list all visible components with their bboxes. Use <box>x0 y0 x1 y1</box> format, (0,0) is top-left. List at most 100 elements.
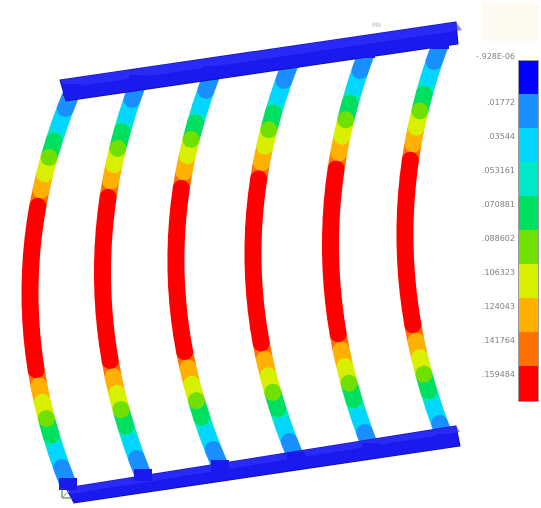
rib-joint <box>420 382 438 400</box>
rib-4[interactable] <box>244 61 304 462</box>
rib-joint <box>337 111 355 129</box>
rib-joint <box>21 263 39 281</box>
bottom-beam-face <box>66 426 460 494</box>
rib-top-cap-2 <box>129 75 147 87</box>
legend-value-7: .124043 <box>481 302 515 311</box>
rib-joint <box>176 343 194 361</box>
rib-joint <box>336 358 354 376</box>
rib-joint <box>40 148 58 166</box>
rib-joint <box>104 368 122 386</box>
legend-value-3: .053161 <box>481 166 515 175</box>
rib-joint <box>269 88 287 106</box>
rib-bottom-cap-2 <box>134 469 152 481</box>
rib-joint <box>117 417 135 435</box>
rib-5[interactable] <box>322 51 379 453</box>
rib-joint <box>32 181 50 199</box>
rib-top-cap-6 <box>431 37 449 49</box>
rib-joint <box>94 286 112 304</box>
rib-joint <box>404 316 422 334</box>
rib-joint <box>411 102 429 120</box>
rib-joint <box>21 279 39 297</box>
legend-value-4: .070881 <box>481 200 515 209</box>
legend-swatch-0 <box>518 60 538 94</box>
rib-joint <box>37 410 55 428</box>
rib-joint <box>99 188 117 206</box>
rib-3[interactable] <box>167 71 228 470</box>
legend-swatch-3 <box>518 162 538 196</box>
rib-top-cap-3 <box>203 66 221 78</box>
rib-joint <box>23 328 41 346</box>
rib-joint <box>323 275 341 293</box>
rib-joint <box>399 168 417 186</box>
rib-joint <box>247 186 265 204</box>
rib-bottom-cap-4 <box>287 452 305 464</box>
rib-joint <box>407 332 425 350</box>
rib-joint <box>396 217 414 235</box>
rib-joint <box>274 416 292 434</box>
legend-value-9: .159484 <box>481 370 515 379</box>
rib-joint <box>30 377 48 395</box>
rib-joint <box>175 163 193 181</box>
rib-joint <box>340 374 358 392</box>
rib-joint <box>245 219 263 237</box>
rib-joint <box>109 139 127 157</box>
rib-joint <box>101 352 119 370</box>
rib-joint <box>21 295 39 313</box>
rib-2[interactable] <box>94 80 151 479</box>
rib-joint <box>415 365 433 383</box>
legend-header-patch <box>482 3 539 41</box>
rib-joint <box>322 243 339 260</box>
rib-joint <box>178 147 196 165</box>
rib-joint <box>333 127 351 145</box>
rib-joint <box>173 326 191 344</box>
rib-joint <box>327 308 345 326</box>
contour-legend: -.928E-06 .01772 .03544 .053161 .070881 .0886… <box>460 52 541 402</box>
legend-swatch-7 <box>518 298 538 332</box>
rib-joint <box>198 424 216 442</box>
rib-joint <box>22 246 40 264</box>
rib-joint <box>95 221 113 239</box>
rib-joint <box>94 237 112 255</box>
rib-joint <box>346 78 364 96</box>
rib-joint <box>36 165 54 183</box>
view-label: MX <box>372 22 382 29</box>
rib-joint <box>179 359 197 377</box>
rib-6[interactable] <box>396 42 454 444</box>
rib-joint <box>401 299 419 317</box>
rib-joint <box>425 52 443 70</box>
rib-joint <box>275 71 293 89</box>
rib-joint <box>168 277 186 295</box>
legend-value-1: .01772 <box>487 98 515 107</box>
rib-joint <box>269 400 287 418</box>
rib-joint <box>411 349 429 367</box>
legend-swatch-1 <box>518 94 538 128</box>
rib-joint <box>350 407 368 425</box>
legend-value-2: .03544 <box>487 132 515 141</box>
rib-joint <box>27 361 45 379</box>
rib-joint <box>169 294 187 312</box>
rib-joint <box>322 210 340 228</box>
rib-joint <box>246 203 264 221</box>
rib-joint <box>108 384 126 402</box>
rib-joint <box>33 393 51 411</box>
rib-joint <box>47 442 65 460</box>
rib-top-cap-4 <box>281 56 299 68</box>
top-beam-face <box>60 22 462 88</box>
rib-joint <box>94 270 111 288</box>
rib-joint <box>256 351 273 368</box>
rib-bottom-cap-6 <box>437 434 455 446</box>
rib-joint <box>95 303 113 321</box>
rib-joint <box>167 261 185 279</box>
rib-joint <box>425 398 443 416</box>
rib-1[interactable] <box>21 88 80 488</box>
rib-joint <box>102 172 120 190</box>
rib-joint <box>191 98 209 116</box>
legend-value-0: -.928E-06 <box>476 52 515 61</box>
rib-joint <box>249 318 267 336</box>
rib-joint <box>264 383 282 401</box>
rib-joint <box>401 151 419 169</box>
rib-joint <box>247 301 265 319</box>
rib-joint <box>407 118 425 136</box>
legend-swatch-2 <box>518 128 538 162</box>
